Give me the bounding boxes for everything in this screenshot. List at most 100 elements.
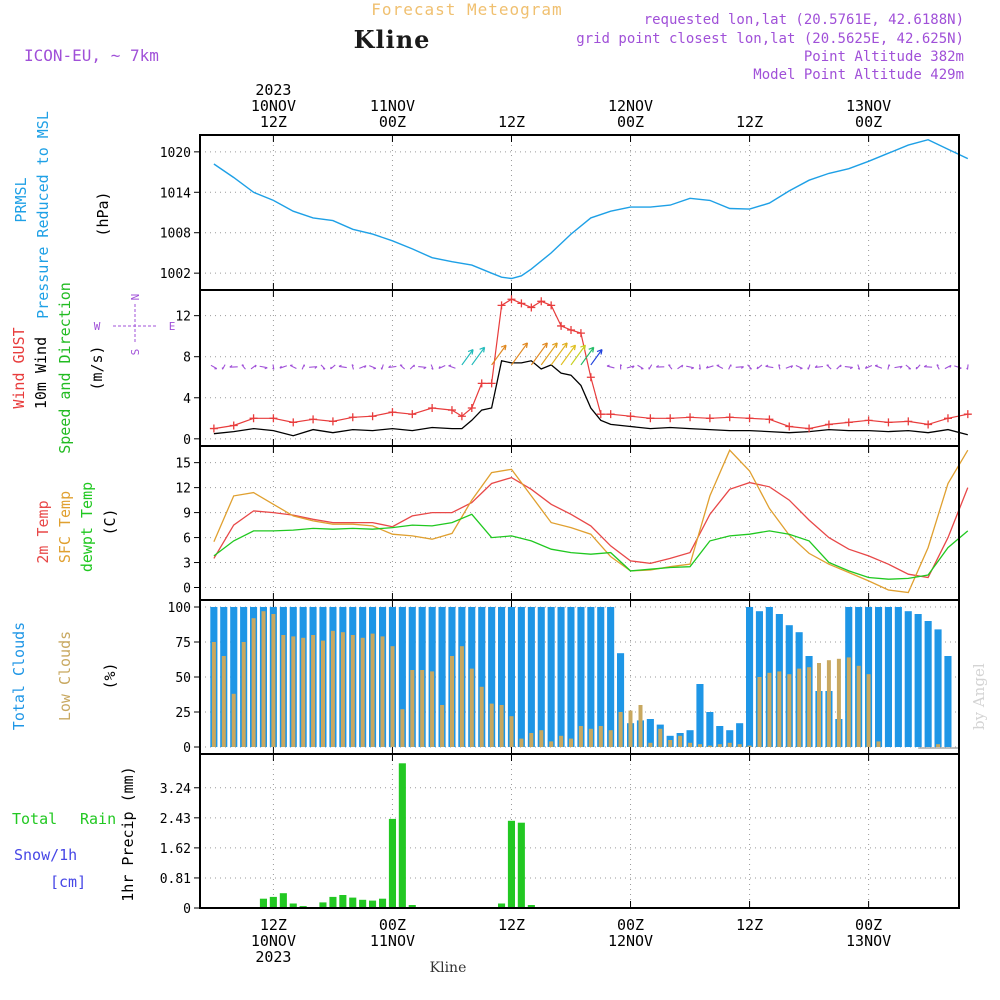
clouds-ytick-label: 25 xyxy=(175,706,191,721)
cloud-low-bar xyxy=(668,740,673,747)
temperature-ytick-label: 0 xyxy=(183,582,191,597)
cloud-low-bar xyxy=(608,730,613,747)
pressure-labels: PRMSL Pressure Reduced to MSL (hPa) xyxy=(12,111,112,319)
cloud-low-bar xyxy=(489,703,494,747)
top-time-label: 11NOV xyxy=(370,97,415,115)
gust-marker xyxy=(487,379,496,388)
cloud-low-bar xyxy=(330,630,335,747)
gust-marker xyxy=(289,418,298,427)
wind-label-dir: Speed and Direction xyxy=(56,282,74,454)
cloud-total-bar xyxy=(924,621,932,747)
gust-marker xyxy=(765,415,774,424)
temperature-ytick-label: 15 xyxy=(175,457,191,472)
temp-2m-line xyxy=(213,476,969,579)
pressure-ytick-label: 1020 xyxy=(160,146,191,161)
rain-bar xyxy=(319,902,327,908)
cloud-total-bar xyxy=(607,607,615,747)
compass-n: N xyxy=(129,294,142,301)
gust-marker xyxy=(686,413,695,422)
bottom-time-label: 12NOV xyxy=(608,932,653,950)
gust-marker xyxy=(785,422,794,431)
wind-dir-arrow xyxy=(626,365,635,369)
wind-dir-arrow xyxy=(301,364,306,370)
precip-label-rain: Rain xyxy=(80,810,116,828)
gust-marker xyxy=(408,410,417,419)
clouds-ytick-label: 50 xyxy=(175,671,191,686)
bottom-location: Kline xyxy=(430,960,467,976)
gust-marker xyxy=(477,379,486,388)
top-time-label: 12Z xyxy=(736,113,763,131)
temp-label-sfc: SFC Temp xyxy=(56,491,74,563)
wind-dir-arrow xyxy=(844,365,853,370)
wind-dir-arrow xyxy=(606,364,615,369)
gust-marker xyxy=(348,413,357,422)
wind-dir-arrow-strong xyxy=(590,348,603,366)
wind-dir-arrow xyxy=(954,365,962,370)
panel-temperature: 0 3 6 9 12 15 xyxy=(175,446,969,600)
cloud-low-bar xyxy=(787,674,792,747)
bottom-time-label: 13NOV xyxy=(846,932,891,950)
wind-line xyxy=(213,360,968,437)
cloud-low-bar xyxy=(747,745,752,747)
model-altitude: Model Point Altitude 429m xyxy=(753,67,964,83)
wind-dir-arrow xyxy=(785,365,794,369)
gust-marker xyxy=(467,404,476,413)
gust-marker xyxy=(527,303,536,312)
gridpoint-coords: grid point closest lon,lat (20.5625E, 42… xyxy=(576,31,964,47)
cloud-low-bar xyxy=(688,742,693,747)
cloud-total-bar xyxy=(398,607,406,747)
cloud-low-bar xyxy=(777,671,782,747)
wind-dir-arrow xyxy=(936,364,940,370)
wind-dir-arrow xyxy=(765,364,774,369)
gust-marker xyxy=(586,373,595,382)
gust-marker xyxy=(924,420,933,429)
cloud-low-bar xyxy=(628,710,633,747)
wind-dir-arrow xyxy=(351,364,354,370)
panel-precip: 0 0.81 1.62 2.43 3.24 xyxy=(160,754,959,917)
gust-marker xyxy=(864,416,873,425)
rain-bar xyxy=(527,905,535,908)
cloud-low-bar xyxy=(856,665,861,747)
temp-unit: (C) xyxy=(101,508,119,535)
cloud-low-bar xyxy=(618,712,623,747)
cloud-low-bar xyxy=(271,614,276,747)
gust-marker xyxy=(309,415,318,424)
wind-dir-arrow xyxy=(272,364,275,370)
bottom-time-label: 11NOV xyxy=(370,932,415,950)
wind-dir-arrow xyxy=(430,364,434,370)
cloud-low-bar xyxy=(767,672,772,747)
cloud-low-bar xyxy=(281,635,286,747)
rain-bar xyxy=(329,896,337,908)
rain-bar xyxy=(408,905,416,908)
chart-panels: 1002100810141020048120369121502550751000… xyxy=(160,134,972,917)
cloud-low-bar xyxy=(221,656,226,747)
gust-marker xyxy=(805,424,814,433)
panel-frame xyxy=(199,445,960,601)
gust-marker xyxy=(269,414,278,423)
wind-ytick-label: 8 xyxy=(183,351,191,366)
wind-dir-arrow xyxy=(698,364,701,370)
top-time-label: 00Z xyxy=(855,113,882,131)
wind-dir-arrow xyxy=(826,364,832,370)
cloud-total-bar xyxy=(577,607,585,747)
wind-dir-arrow-strong xyxy=(560,344,577,366)
bottom-time-label: 00Z xyxy=(617,916,644,934)
wind-dir-arrow xyxy=(330,364,336,370)
pressure-line xyxy=(213,138,969,280)
wind-unit: (m/s) xyxy=(88,345,106,390)
cloud-low-bar xyxy=(757,677,762,747)
cloud-low-bar xyxy=(549,741,554,747)
cloud-low-bar xyxy=(836,658,841,747)
precip-ytick-label: 1.62 xyxy=(160,842,191,857)
wind-dir-arrow xyxy=(399,364,406,370)
point-altitude: Point Altitude 382m xyxy=(804,49,964,65)
cloud-total-bar xyxy=(547,607,555,747)
cloud-low-bar xyxy=(509,716,514,747)
wind-dir-arrow xyxy=(836,364,842,370)
temp-sfc-line xyxy=(213,449,969,594)
cloud-low-bar xyxy=(569,738,573,747)
precip-labels: Total Rain Snow/1h [cm] 1hr Precip (mm) xyxy=(12,766,137,901)
wind-dir-arrow-strong xyxy=(491,344,507,366)
cloud-low-bar xyxy=(936,744,941,747)
precip-unit: 1hr Precip (mm) xyxy=(119,766,137,901)
